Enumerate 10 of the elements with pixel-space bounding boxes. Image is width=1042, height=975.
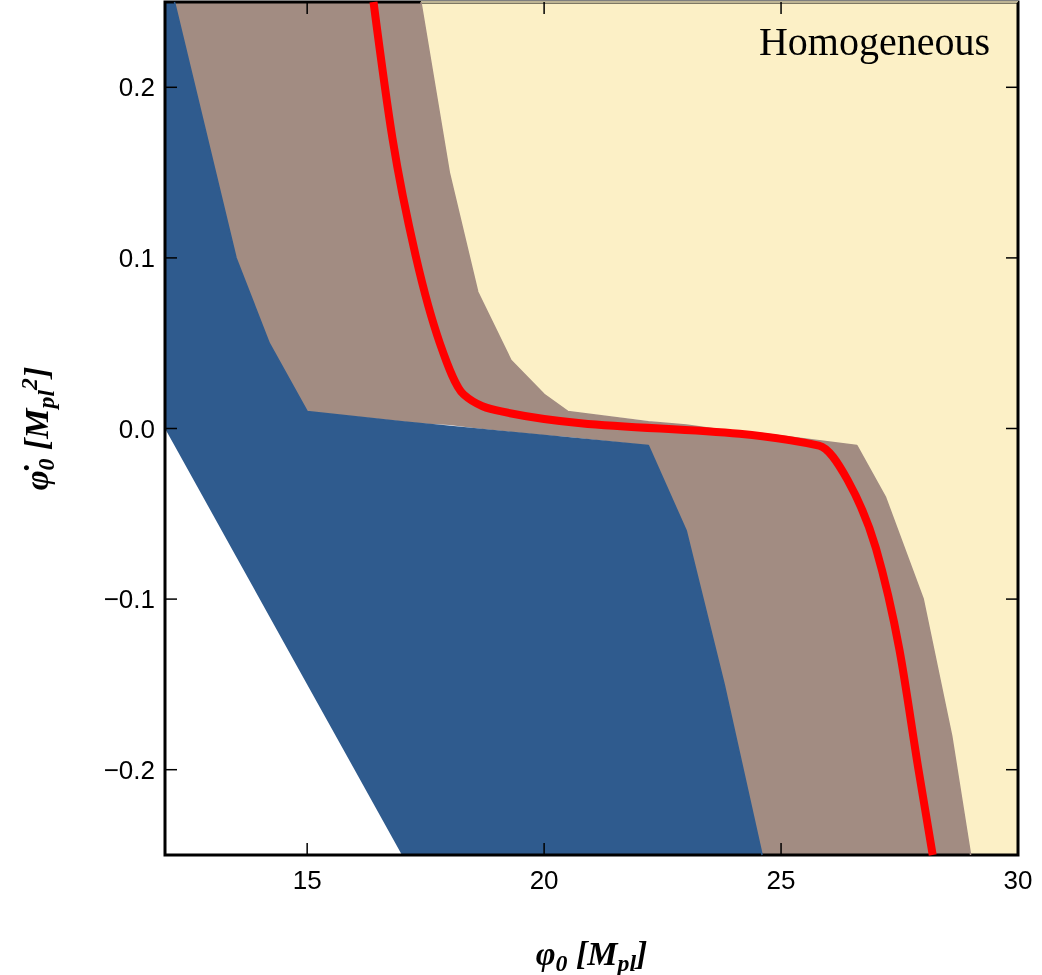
x-tick-label: 15 (292, 865, 322, 895)
y-tick-label: 0.2 (118, 72, 155, 103)
annotation: Homogeneous (758, 19, 990, 64)
x-tick-label: 20 (529, 865, 559, 895)
x-tick-label: 25 (766, 865, 796, 895)
y-tick-label: −0.1 (103, 584, 155, 615)
y-tick-label: 0.1 (118, 242, 155, 273)
y-tick-label: 0.0 (118, 413, 155, 444)
x-tick-label: 30 (1003, 865, 1033, 895)
y-tick-label: −0.2 (103, 754, 155, 785)
